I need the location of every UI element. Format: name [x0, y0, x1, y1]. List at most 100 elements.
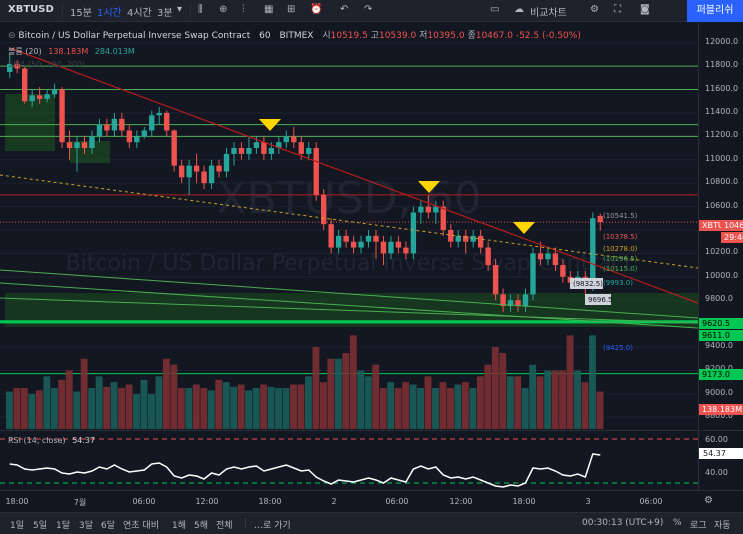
volume-bar: [58, 379, 66, 429]
candle-body: [246, 148, 252, 154]
candle-body: [96, 124, 103, 137]
settings-icon[interactable]: ⚙: [590, 4, 599, 15]
time-label: 06:00: [639, 497, 663, 506]
price-axis-tick: 12000.0: [705, 36, 739, 46]
candle-type-icon[interactable]: ⫼: [198, 4, 203, 15]
interval-4h[interactable]: 4시간: [127, 8, 152, 19]
rsi-legend: RSI (14, close) 54.37: [8, 436, 95, 445]
indicators-add-icon[interactable]: ⊕: [219, 4, 228, 15]
range-ytd[interactable]: 연초 대비: [123, 521, 159, 531]
legend-open-label: 시: [322, 31, 331, 41]
candle-body: [111, 118, 118, 131]
cloud-icon[interactable]: ☁: [514, 4, 524, 15]
price-axis[interactable]: 12000.0 11800.0 11600.0 11400.0 11200.0 11000…: [698, 23, 743, 429]
legend-close: 10467.0: [475, 31, 513, 41]
volume-bar: [35, 390, 43, 429]
legend-close-label: 종: [467, 31, 476, 41]
compare-symbol-icon[interactable]: ⫶: [242, 4, 245, 15]
drawing-tools-icon[interactable]: ⊞: [287, 4, 296, 15]
volume-bar: [461, 382, 469, 429]
volume-bar: [529, 364, 537, 429]
snapshot-icon[interactable]: ◙: [640, 4, 650, 15]
publish-button[interactable]: 퍼블리쉬: [687, 0, 743, 22]
legend-exchange: BITMEX: [279, 31, 314, 41]
candle-body: [306, 148, 312, 154]
candle-body: [440, 206, 446, 230]
volume-bar: [95, 376, 103, 429]
undo-icon[interactable]: ↶: [340, 4, 349, 15]
symbol-search[interactable]: XBTUSD: [8, 4, 54, 15]
volume-bar: [349, 335, 357, 429]
candle-body: [448, 230, 454, 242]
price-axis-tick: 10600.0: [705, 200, 739, 210]
candle-body: [231, 148, 237, 154]
volume-bar: [73, 391, 81, 429]
candle-body: [418, 206, 424, 213]
volume-bar: [574, 370, 581, 429]
time-axis[interactable]: 18:00 7월 06:00 12:00 18:00 2 06:00 12:00…: [0, 490, 743, 512]
range-6m[interactable]: 6달: [101, 521, 116, 531]
goto-date-button[interactable]: …로 가기: [254, 521, 291, 531]
compare-chart-label[interactable]: 비교차트: [530, 8, 567, 19]
range-all[interactable]: 전체: [216, 521, 233, 531]
templates-icon[interactable]: ▦: [264, 4, 274, 15]
rsi-axis[interactable]: 60.00 54.37 40.00: [698, 430, 743, 490]
rsi-label[interactable]: RSI (14, close): [8, 436, 66, 445]
price-axis-tick: 8800.0: [705, 411, 733, 421]
range-1d[interactable]: 1일: [10, 521, 25, 531]
fullscreen-icon[interactable]: ⛶: [614, 4, 621, 15]
volume-bar: [334, 358, 342, 429]
range-1m[interactable]: 1달: [56, 521, 71, 531]
axis-settings-icon[interactable]: ⚙: [704, 495, 713, 506]
sma-legend: SMA (50, 100, 200): [8, 60, 85, 69]
interval-3m[interactable]: 3분: [157, 8, 173, 19]
price-callout: [570, 278, 603, 289]
alert-icon[interactable]: ⏰: [310, 4, 323, 15]
countdown-tag: 29:46: [721, 232, 743, 243]
rsi-pane[interactable]: RSI (14, close) 54.37: [0, 430, 698, 490]
legend-open: 10519.5: [330, 31, 368, 41]
candle-body: [328, 224, 334, 248]
divider: [190, 3, 191, 18]
range-5d[interactable]: 5일: [33, 521, 48, 531]
candle-body: [171, 130, 177, 166]
candle-body: [178, 165, 185, 178]
volume-bar: [230, 386, 238, 429]
legend-low-label: 저: [419, 31, 428, 41]
rsi-value-tag: 54.37: [699, 448, 743, 459]
candle-body: [201, 171, 207, 184]
range-1y[interactable]: 1해: [172, 521, 187, 531]
time-label: 18:00: [512, 497, 536, 506]
candle-body: [89, 136, 95, 149]
candle-body: [530, 253, 536, 295]
interval-dropdown-icon[interactable]: ▾: [177, 4, 183, 15]
candle-body: [373, 235, 379, 242]
candle-body: [119, 118, 125, 131]
percent-toggle[interactable]: %: [673, 518, 682, 528]
log-toggle[interactable]: 로그: [690, 521, 707, 531]
volume-label[interactable]: 볼륨 (20): [8, 47, 42, 56]
candle-body: [507, 300, 514, 307]
last-price-tag: 10467.0: [721, 220, 743, 231]
candle-body: [358, 241, 364, 248]
candle-body: [477, 235, 484, 248]
divider: [62, 3, 63, 18]
legend-collapse-icon[interactable]: ⊖: [8, 31, 19, 41]
volume-bar: [589, 335, 596, 429]
camera-icon[interactable]: ▭: [490, 4, 500, 15]
price-chart-svg[interactable]: XBTUSD, 60 Bitcoin / US Dollar Perpetual…: [0, 23, 698, 429]
clock[interactable]: 00:30:13 (UTC+9): [582, 518, 664, 528]
candle-body: [104, 124, 110, 131]
main-chart[interactable]: XBTUSD, 60 Bitcoin / US Dollar Perpetual…: [0, 23, 698, 429]
range-5y[interactable]: 5해: [194, 521, 209, 531]
range-3m[interactable]: 3달: [79, 521, 94, 531]
candle-body: [403, 247, 409, 254]
candle-body: [283, 136, 290, 143]
candle-body: [298, 142, 304, 154]
redo-icon[interactable]: ↷: [364, 4, 373, 15]
interval-15m[interactable]: 15분: [70, 8, 92, 19]
sma-label[interactable]: SMA (50, 100, 200): [8, 60, 86, 69]
auto-toggle[interactable]: 자동: [714, 521, 731, 531]
goto-divider: |: [244, 518, 248, 528]
interval-1h[interactable]: 1시간: [97, 8, 122, 19]
